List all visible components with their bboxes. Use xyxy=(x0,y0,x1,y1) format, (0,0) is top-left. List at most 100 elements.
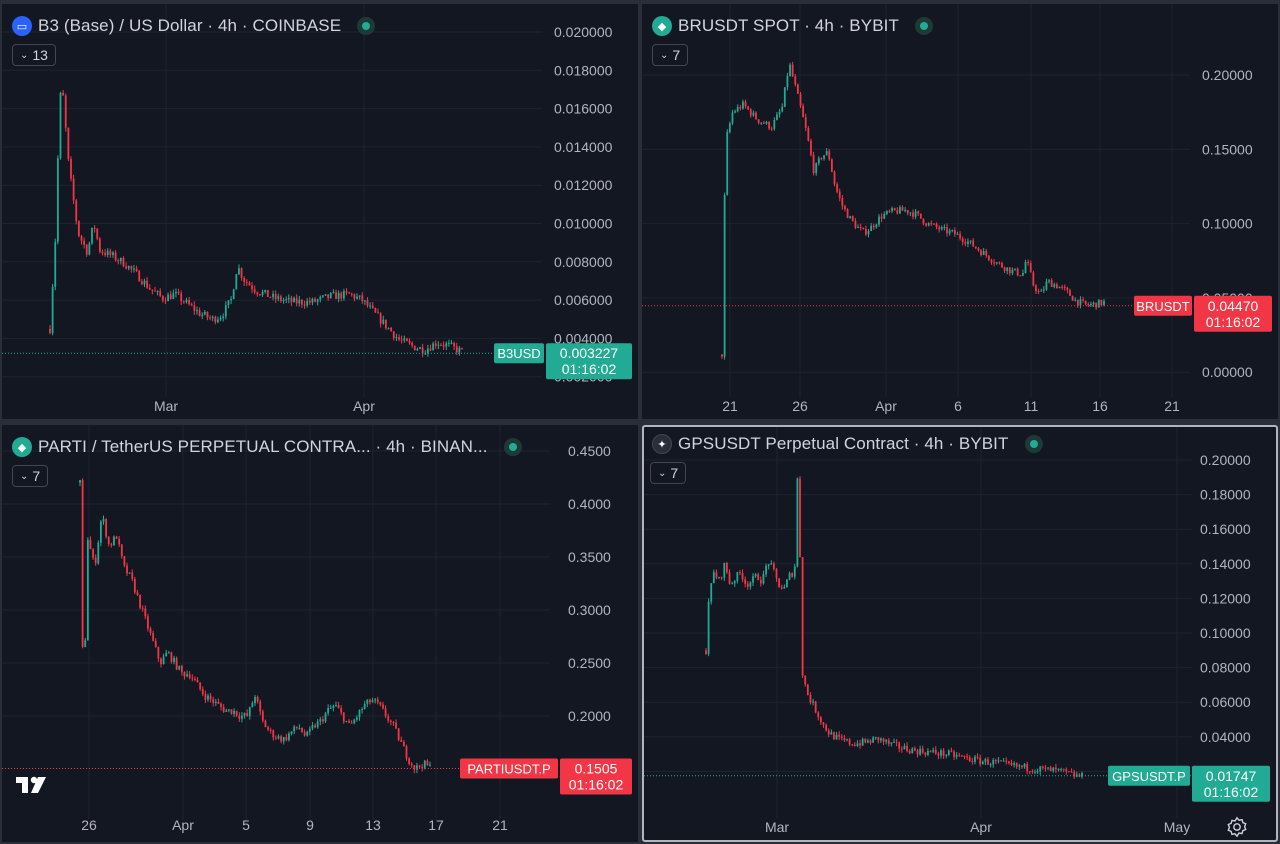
market-status-icon[interactable] xyxy=(1024,435,1043,453)
candle-body xyxy=(169,294,172,299)
pane-header[interactable]: ◆ PARTI / TetherUS PERPETUAL CONTRA... ·… xyxy=(12,434,522,460)
candle-body xyxy=(264,290,267,292)
candle-body xyxy=(995,262,998,264)
candle-body xyxy=(426,760,429,766)
chart-pane-gpsusdt[interactable]: 0.20000 0.18000 0.16000 0.14000 0.12000 0.100… xyxy=(642,425,1278,842)
candle-body xyxy=(101,251,104,253)
candle-body xyxy=(411,342,414,346)
candle-body xyxy=(429,764,431,766)
chart-canvas-b3[interactable]: 0.020000 0.018000 0.016000 0.014000 0.012000… xyxy=(2,4,638,419)
candle-body xyxy=(377,312,379,314)
symbol-label-text: GPSUSDT.P xyxy=(1112,769,1186,784)
candle-body xyxy=(901,207,904,211)
candle-body xyxy=(799,93,802,106)
candle-body xyxy=(152,633,155,641)
candle-body xyxy=(209,695,212,700)
symbol-label-bg xyxy=(1108,765,1190,786)
candle-body xyxy=(133,268,135,270)
candle-body xyxy=(1000,760,1002,762)
chart-pane-brusdt[interactable]: 0.200000.150000.100000.050000.000002126A… xyxy=(642,4,1278,419)
candle-body xyxy=(175,291,177,294)
candle-body xyxy=(369,699,371,703)
candle-body xyxy=(872,737,875,743)
candle-body xyxy=(705,650,707,654)
candle-body xyxy=(314,725,316,728)
candle-body xyxy=(266,290,269,297)
symbol-price-label[interactable]: GPSUSDT.P xyxy=(1108,765,1190,786)
candle-body xyxy=(256,696,259,702)
candle-body xyxy=(88,243,91,255)
candle-body xyxy=(123,556,126,566)
satellite-icon: ✦ xyxy=(652,434,672,454)
candle-body xyxy=(199,682,202,690)
candle-body xyxy=(934,749,937,754)
candle-body xyxy=(877,737,880,741)
candle-body xyxy=(922,218,925,224)
symbol-title[interactable]: GPSUSDT Perpetual Contract · 4h · BYBIT xyxy=(678,434,1009,453)
candle-body xyxy=(953,230,956,235)
candle-body xyxy=(938,227,941,230)
candle-body xyxy=(755,112,757,120)
candle-body xyxy=(963,755,966,757)
candle-body xyxy=(217,319,219,323)
price-axis-label: 0.010000 xyxy=(554,216,613,232)
candle-body xyxy=(1076,299,1079,306)
price-axis-label: 0.3500 xyxy=(568,549,611,565)
candle-body xyxy=(369,305,372,307)
symbol-price-label[interactable]: BRUSDT xyxy=(1134,295,1192,316)
candle-body xyxy=(342,712,345,722)
candle-body xyxy=(984,759,987,762)
candle-body xyxy=(851,216,854,221)
market-status-icon[interactable] xyxy=(914,17,933,35)
chart-pane-parti[interactable]: 0.4500 0.4000 0.3500 0.3000 0.2500 0.2000 26 Ap… xyxy=(2,425,638,842)
pane-header[interactable]: ◆ BRUSDT SPOT · 4h · BYBIT xyxy=(652,13,933,39)
indicators-toggle-button[interactable]: ⌄ 7 xyxy=(650,462,687,484)
time-axis-label: Apr xyxy=(970,819,992,835)
candle-body xyxy=(180,293,183,302)
candle-body xyxy=(775,569,778,579)
pane-header[interactable]: ✦ GPSUSDT Perpetual Contract · 4h · BYBI… xyxy=(652,431,1043,457)
symbol-title[interactable]: B3 (Base) / US Dollar · 4h · COINBASE xyxy=(38,16,342,35)
market-status-icon[interactable] xyxy=(357,17,376,35)
symbol-price-label[interactable]: B3USD xyxy=(494,343,544,364)
chart-canvas-gpsusdt[interactable]: 0.20000 0.18000 0.16000 0.14000 0.12000 0.100… xyxy=(644,427,1276,840)
last-price-value: 0.01747 xyxy=(1206,768,1257,784)
candle-body xyxy=(1040,290,1043,292)
symbol-title[interactable]: PARTI / TetherUS PERPETUAL CONTRA... · 4… xyxy=(38,437,488,456)
candle-body xyxy=(79,480,81,483)
chart-canvas-parti[interactable]: 0.4500 0.4000 0.3500 0.3000 0.2500 0.2000 26 Ap… xyxy=(2,425,638,842)
candle-body xyxy=(935,223,938,228)
symbol-title[interactable]: BRUSDT SPOT · 4h · BYBIT xyxy=(678,16,899,35)
candle-body xyxy=(825,724,828,731)
symbol-price-label[interactable]: PARTIUSDT.P xyxy=(460,758,558,779)
candle-body xyxy=(384,319,387,329)
candle-body xyxy=(1032,272,1035,286)
candle-body xyxy=(293,726,296,732)
indicators-toggle-button[interactable]: ⌄ 7 xyxy=(12,465,49,487)
candle-body xyxy=(875,224,878,228)
indicators-toggle-button[interactable]: ⌄ 7 xyxy=(652,44,689,66)
candle-body xyxy=(238,268,240,275)
candle-body xyxy=(243,713,246,716)
candle-body xyxy=(1031,771,1034,773)
indicators-toggle-button[interactable]: ⌄ 13 xyxy=(12,44,56,66)
chart-canvas-brusdt[interactable]: 0.200000.150000.100000.050000.000002126A… xyxy=(642,4,1278,419)
tradingview-logo-icon[interactable] xyxy=(16,775,52,795)
candle-body xyxy=(878,216,880,225)
market-status-icon[interactable] xyxy=(503,438,522,456)
price-axis-label: 0.018000 xyxy=(554,62,613,78)
candle-body xyxy=(710,583,713,602)
candle-body xyxy=(997,760,1000,762)
pane-header[interactable]: ▭ B3 (Base) / US Dollar · 4h · COINBASE xyxy=(12,13,376,39)
candle-body xyxy=(1014,268,1016,270)
candle-body xyxy=(450,342,453,344)
gear-icon[interactable] xyxy=(1226,816,1248,838)
candle-body xyxy=(240,268,243,279)
candle-body xyxy=(164,300,167,302)
candle-body xyxy=(126,565,128,574)
chart-pane-b3[interactable]: 0.020000 0.018000 0.016000 0.014000 0.012000… xyxy=(2,4,638,419)
